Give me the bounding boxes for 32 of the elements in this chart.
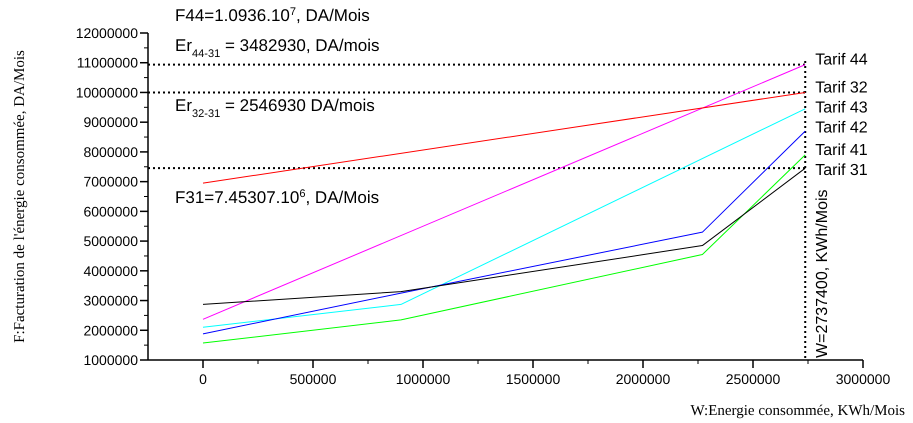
annotation: Er$_{32-31}$ = 2546930 DA/mois [175, 96, 375, 120]
x-tick-label: 1000000 [396, 371, 450, 387]
series-label: Tarif 31 [815, 162, 868, 179]
x-tick-label: 500000 [290, 371, 337, 387]
y-axis-title: F:Facturation de l'énergie consommée, DA/Mois [12, 50, 28, 343]
x-tick-label: 0 [199, 371, 208, 387]
x-tick-label: 2500000 [726, 371, 780, 387]
y-tick-label: 10000000 [76, 84, 138, 100]
ref-line-label: W=2737400, KWh/Mois [814, 189, 832, 358]
series-label: Tarif 41 [815, 142, 868, 159]
series-label: Tarif 44 [815, 52, 868, 69]
annotation: F31=7.45307.10$^{6}$, DA/Mois [175, 188, 380, 207]
y-tick-label: 11000000 [76, 54, 138, 71]
series-label: Tarif 43 [815, 99, 868, 116]
y-tick-label: 1000000 [83, 352, 138, 368]
annotation: Er$_{44-31}$ = 3482930, DA/mois [175, 36, 380, 60]
y-tick-label: 12000000 [76, 25, 138, 41]
x-axis-title: W:Energie consommée, KWh/Mois [690, 403, 906, 419]
y-tick-label: 7000000 [83, 174, 138, 190]
y-tick-label: 5000000 [83, 233, 138, 250]
y-tick-label: 4000000 [83, 262, 138, 279]
y-tick-label: 3000000 [83, 292, 138, 309]
text: F44=1.0936.10$^{7}$, DA/Mois [175, 6, 370, 25]
y-tick-label: 6000000 [83, 203, 138, 220]
y-tick-label: 8000000 [83, 144, 138, 160]
y-tick-label: 2000000 [83, 322, 138, 338]
series-label: Tarif 42 [815, 119, 868, 136]
x-tick-label: 3000000 [836, 371, 890, 387]
series-label: Tarif 32 [815, 79, 868, 96]
x-tick-label: 1500000 [506, 371, 560, 387]
x-tick-label: 2000000 [616, 371, 670, 387]
y-tick-label: 9000000 [83, 114, 138, 130]
